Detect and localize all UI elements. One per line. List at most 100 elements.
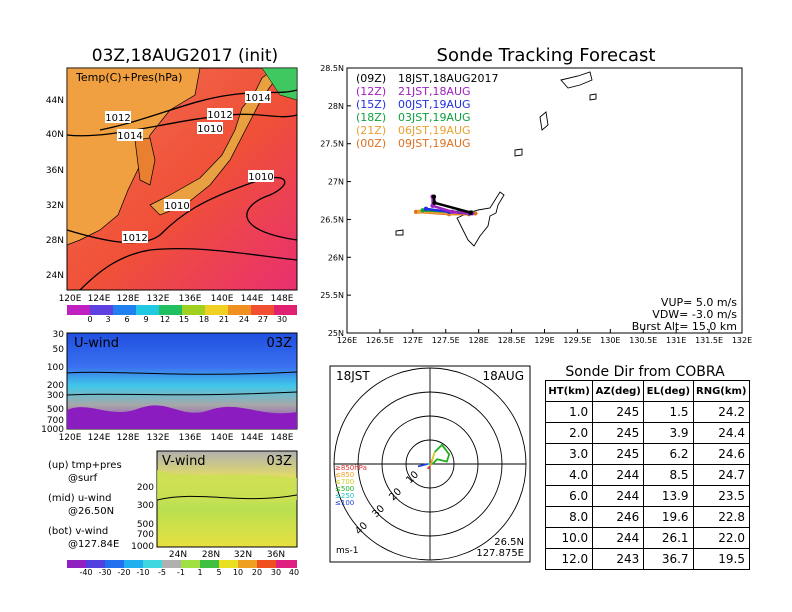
- x-tick-label: 128.5E: [498, 336, 526, 345]
- wind-colorbar-label: -1: [177, 568, 185, 577]
- table-cell: 8.0: [544, 506, 594, 528]
- wind-colorbar-label: 40: [289, 568, 299, 577]
- temp-map-lon-ticks: 120E 124E 128E 132E 136E 140E 144E 148E: [59, 294, 294, 304]
- wind-colorbar-label: -40: [79, 568, 92, 577]
- layer-legend: ≤850: [335, 471, 354, 479]
- temp-colorbar-swatch: [182, 305, 205, 315]
- wind-colorbar-swatch: [124, 560, 143, 568]
- track-legend-text: 03JST,19AUG: [398, 111, 471, 124]
- track-point: [420, 208, 425, 213]
- table-cell: 245: [592, 443, 645, 465]
- isobar-4: [79, 248, 298, 291]
- wind-colorbar-label: -5: [158, 568, 166, 577]
- table-cell: 26.1: [643, 527, 694, 549]
- island-small: [395, 229, 404, 236]
- hodograph-layer-legend: ≥850hPa ≤850 ≤700 ≤500 ≤250 ≤100: [335, 464, 367, 507]
- temp-colorbar-label: 21: [219, 315, 229, 324]
- wind-colorbar-label: 10: [233, 568, 243, 577]
- lon-tick: 124E: [88, 294, 111, 304]
- table-cell: 3.9: [643, 422, 694, 444]
- wind-colorbar-swatch: [143, 560, 162, 568]
- table-cell: 4.0: [544, 464, 594, 486]
- table-cell: 243: [592, 548, 645, 570]
- y-tick-label: 27N: [328, 178, 344, 187]
- track-legend: (09Z) 18JST,18AUG2017 (12Z) 21JST,18AUG …: [356, 72, 499, 150]
- x-tick-label: 127.5E: [432, 336, 460, 345]
- table-cell: 1.5: [643, 401, 694, 423]
- track-point: [450, 209, 455, 215]
- temp-colorbar-label: 0: [87, 315, 92, 324]
- layer-legend: ≤700: [335, 478, 354, 486]
- vwind-green-band: [157, 470, 297, 502]
- lat-tick: 32N: [46, 201, 64, 211]
- lon-tick: 136E: [179, 433, 202, 443]
- isobar-label: 1012: [122, 233, 147, 244]
- lat-tick: 28N: [202, 550, 220, 560]
- table-cell: 19.5: [692, 548, 751, 570]
- temp-colorbar-swatch: [90, 305, 113, 315]
- wind-colorbar-swatch: [162, 560, 181, 568]
- layer-legend: ≤100: [335, 499, 354, 507]
- lat-tick: 24N: [169, 550, 187, 560]
- track-point: [423, 206, 429, 212]
- param-vup: VUP= 5.0 m/s: [661, 296, 737, 309]
- column-header: EL(deg): [643, 380, 694, 402]
- track-legend-code: (09Z): [356, 72, 386, 85]
- x-tick-label: 128E: [469, 336, 489, 345]
- param-vdw: VDW= -3.0 m/s: [652, 308, 737, 321]
- wind-colorbar-label: 20: [252, 568, 262, 577]
- temp-colorbar-label: 24: [239, 315, 249, 324]
- isobar-label: 1010: [164, 201, 189, 212]
- temp-colorbar-label: 12: [160, 315, 170, 324]
- cobra-title: Sonde Dir from COBRA: [565, 364, 725, 380]
- table-cell: 8.5: [643, 464, 694, 486]
- temp-map-lat-ticks: 44N 40N 36N 32N 28N 24N: [46, 96, 64, 281]
- track-legend-code: (18Z): [356, 111, 386, 124]
- isobar-label: 1014: [117, 131, 142, 142]
- track-legend-text: 06JST,19AUG: [398, 124, 471, 137]
- level-tick: 700: [137, 530, 154, 540]
- y-tick-label: 25N: [328, 329, 344, 338]
- land-korea: [134, 137, 156, 186]
- uwind-label: U-wind: [74, 336, 119, 351]
- table-cell: 36.7: [643, 548, 694, 570]
- track-point: [473, 211, 478, 216]
- uwind-contour: [66, 371, 298, 375]
- table-cell: 246: [592, 506, 645, 528]
- legend-line: (bot) v-wind: [48, 526, 108, 537]
- temp-map: 1014 1012 1014 1012 1010 1010 1010 1012 …: [66, 67, 298, 291]
- table-cell: 12.0: [544, 548, 594, 570]
- wind-colorbar-swatch: [105, 560, 124, 568]
- table-cell: 2.0: [544, 422, 594, 444]
- track-point: [431, 194, 437, 199]
- isobar-label: 1012: [207, 110, 232, 121]
- wind-colorbar-swatch: [219, 560, 238, 568]
- level-tick: 700: [47, 416, 64, 426]
- lon-tick: 148E: [271, 433, 294, 443]
- table-row: 1.0 245 1.5 24.2: [544, 401, 751, 423]
- temp-colorbar-swatch: [274, 305, 297, 315]
- uwind-level-ticks: 30 50 100 200 300 500 700 1000: [41, 330, 64, 435]
- isobar-label: 1014: [245, 93, 270, 104]
- lat-tick: 28N: [46, 236, 64, 246]
- temp-colorbar-swatch: [228, 305, 251, 315]
- island-small: [539, 111, 549, 131]
- x-tick-label: 129.5E: [563, 336, 591, 345]
- hodograph-lines: [417, 443, 451, 470]
- track-point: [432, 200, 437, 205]
- table-cell: 22.0: [692, 527, 751, 549]
- wind-colorbar-swatch: [257, 560, 276, 568]
- table-cell: 244: [592, 527, 645, 549]
- track-params: VUP= 5.0 m/s VDW= -3.0 m/s Burst Alt= 15…: [632, 296, 738, 333]
- track-title: Sonde Tracking Forecast: [437, 45, 656, 66]
- table-row: 4.0 244 8.5 24.7: [544, 464, 751, 486]
- table-cell: 24.4: [692, 422, 751, 444]
- temp-colorbar-swatch: [113, 305, 136, 315]
- level-tick: 500: [47, 405, 64, 415]
- table-cell: 3.0: [544, 443, 594, 465]
- map-label-box: [74, 70, 178, 84]
- level-tick: 1000: [131, 542, 154, 552]
- lon-tick: 140E: [211, 294, 234, 304]
- track-legend-code: (12Z): [356, 85, 386, 98]
